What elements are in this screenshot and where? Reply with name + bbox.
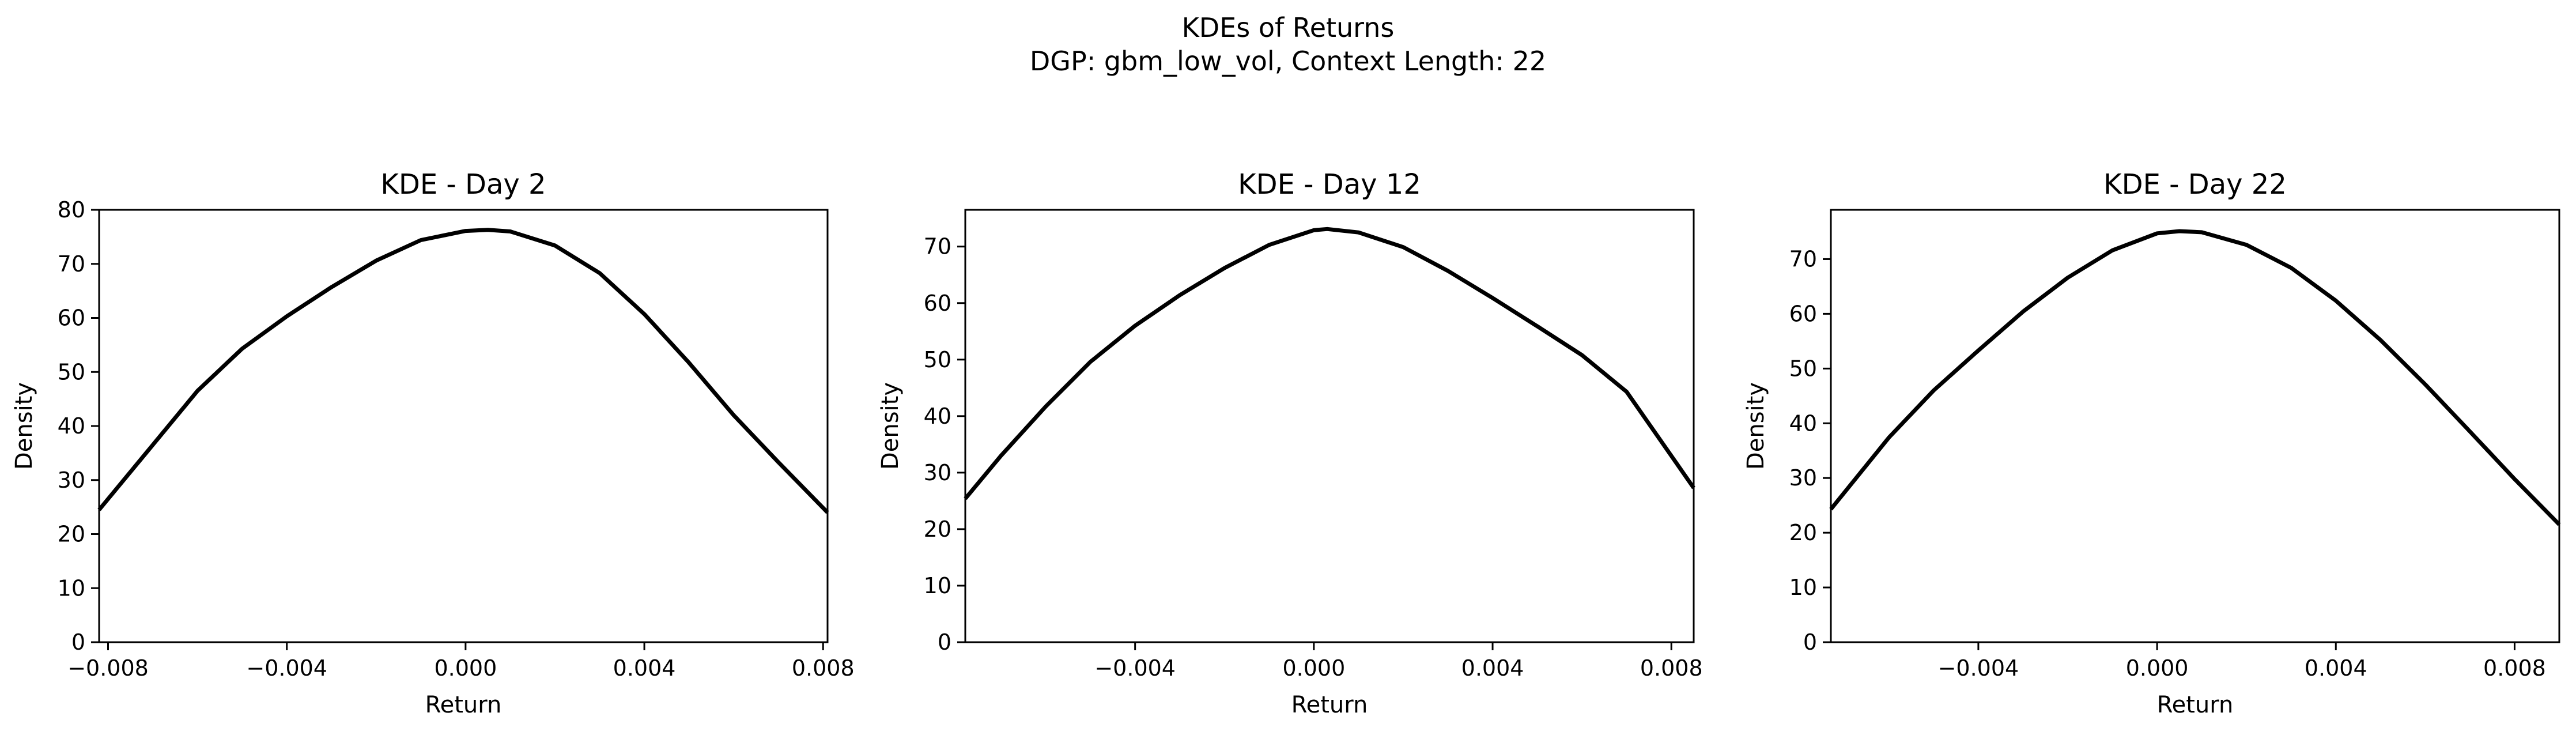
panel-title: KDE - Day 2 [380, 168, 546, 201]
x-tick-label: 0.008 [792, 655, 855, 681]
y-tick-label: 60 [58, 306, 85, 331]
axes-frame [98, 209, 829, 643]
kde-panel-1: −0.008 −0.004 0.000 0.004 0.008 0 10 20 30 40 50 60… [11, 168, 855, 718]
y-tick-label: 20 [58, 522, 85, 547]
y-tick-label: 30 [58, 468, 85, 493]
y-tick-label: 50 [924, 347, 951, 372]
y-tick-label: 40 [924, 404, 951, 429]
chart-panels: −0.008 −0.004 0.000 0.004 0.008 0 10 20 30 40 50 60… [11, 168, 2561, 718]
y-tick-label: 10 [58, 575, 85, 601]
x-tick-label: 0.004 [1461, 655, 1524, 681]
panel-title: KDE - Day 22 [2103, 168, 2287, 201]
y-tick-label: 20 [1789, 520, 1817, 545]
kde-series-line [97, 228, 829, 514]
y-tick-label: 80 [58, 197, 85, 223]
y-tick-label: 40 [58, 413, 85, 439]
kde-panel-2: −0.004 0.000 0.004 0.008 0 10 20 30 40 50 60 70 KDE … [877, 168, 1703, 718]
y-tick-label: 30 [924, 460, 951, 485]
x-axis-label: Return [2157, 692, 2234, 718]
y-tick-label: 10 [924, 573, 951, 598]
y-tick-label: 50 [58, 359, 85, 385]
kde-series-line [1829, 229, 2561, 526]
x-tick-label: 0.000 [434, 655, 497, 681]
x-tick-label: −0.004 [246, 655, 327, 681]
x-tick-label: 0.004 [2305, 655, 2367, 681]
y-tick-label: 60 [1789, 301, 1817, 326]
panel-title: KDE - Day 12 [1238, 168, 1421, 201]
figure-title-line2: DGP: gbm_low_vol, Context Length: 22 [1030, 46, 1546, 77]
y-axis-label: Density [11, 382, 37, 470]
figure-title-line1: KDEs of Returns [1182, 12, 1395, 43]
x-tick-label: −0.004 [1938, 655, 2019, 681]
axes-frame [1830, 209, 2560, 643]
x-axis-label: Return [425, 692, 502, 718]
y-tick-label: 0 [71, 630, 85, 655]
x-tick-label: 0.008 [2483, 655, 2546, 681]
y-tick-label: 70 [58, 251, 85, 277]
y-tick-label: 30 [1789, 465, 1817, 491]
y-tick-label: 10 [1789, 575, 1817, 600]
y-axis-label: Density [877, 382, 904, 470]
y-axis-label: Density [1743, 382, 1769, 470]
y-tick-label: 40 [1789, 410, 1817, 436]
y-tick-label: 50 [1789, 356, 1817, 381]
x-tick-label: 0.008 [1640, 655, 1703, 681]
y-tick-label: 0 [938, 630, 951, 655]
x-tick-label: 0.000 [1282, 655, 1345, 681]
y-tick-label: 60 [924, 291, 951, 316]
y-tick-label: 70 [924, 234, 951, 259]
y-tick-label: 20 [924, 517, 951, 542]
kde-series-line [964, 227, 1695, 500]
x-tick-label: −0.008 [67, 655, 149, 681]
kde-panel-3: −0.004 0.000 0.004 0.008 0 10 20 30 40 50 60 70 KDE … [1743, 168, 2561, 718]
x-tick-label: 0.000 [2126, 655, 2189, 681]
x-tick-label: 0.004 [613, 655, 676, 681]
y-tick-label: 70 [1789, 246, 1817, 272]
x-axis-label: Return [1291, 692, 1368, 718]
axes-frame [964, 209, 1695, 643]
x-tick-label: −0.004 [1094, 655, 1176, 681]
y-tick-label: 0 [1803, 630, 1817, 655]
